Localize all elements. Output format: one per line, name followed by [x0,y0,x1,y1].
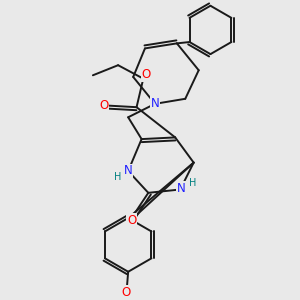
Text: O: O [122,286,131,299]
Text: N: N [124,164,133,178]
Text: H: H [189,178,196,188]
Text: O: O [99,99,108,112]
Text: N: N [177,182,186,195]
Text: O: O [127,214,136,226]
Text: O: O [142,68,151,81]
Text: N: N [151,97,159,110]
Text: H: H [114,172,121,182]
